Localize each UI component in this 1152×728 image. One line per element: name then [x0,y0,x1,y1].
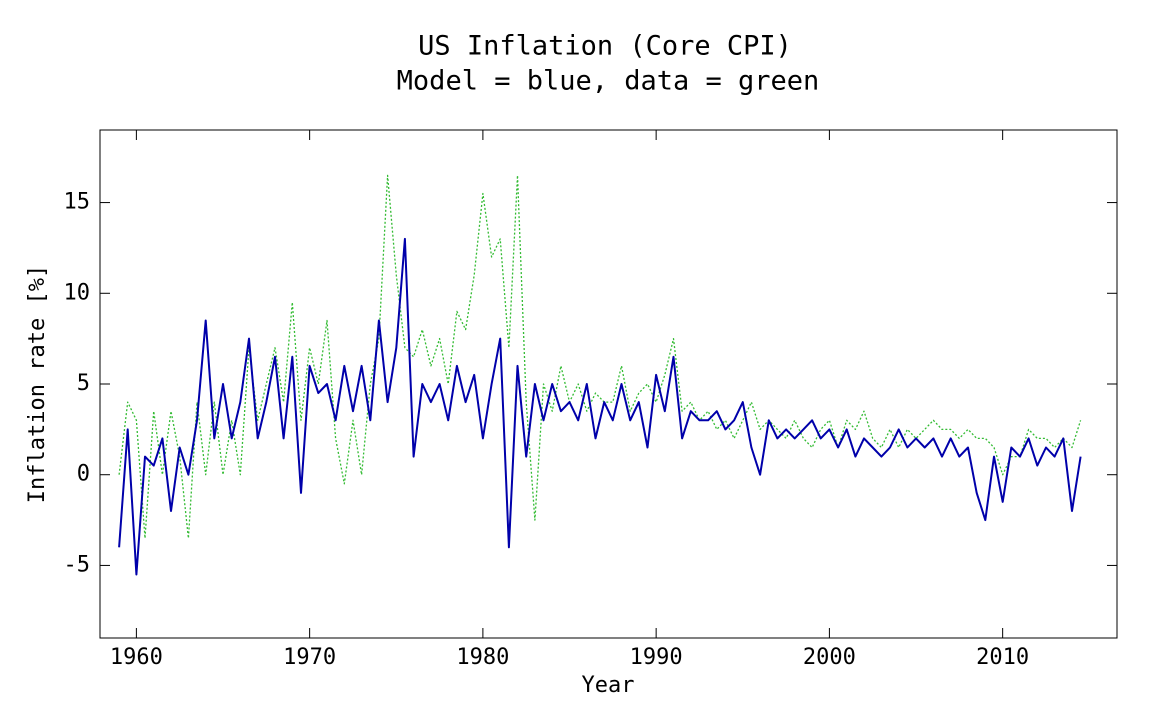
x-tick-label: 1960 [110,645,163,670]
y-tick-label: 5 [77,371,90,396]
series-line [118,237,1082,576]
x-axis-label: Year [582,673,635,698]
x-tick-label: 1980 [456,645,509,670]
y-axis-label: Inflation rate [%] [25,265,50,503]
series-line [118,174,1082,539]
x-tick-label: 2010 [976,645,1029,670]
x-tick-label: 1970 [283,645,336,670]
y-tick-label: 15 [64,190,91,215]
x-tick-label: 1990 [630,645,683,670]
chart-subtitle: Model = blue, data = green [397,66,820,97]
x-tick-label: 2000 [803,645,856,670]
y-tick-label: 0 [77,462,90,487]
y-tick-label: 10 [64,280,91,305]
chart-title: US Inflation (Core CPI) [418,31,792,62]
y-tick-label: -5 [64,552,91,577]
